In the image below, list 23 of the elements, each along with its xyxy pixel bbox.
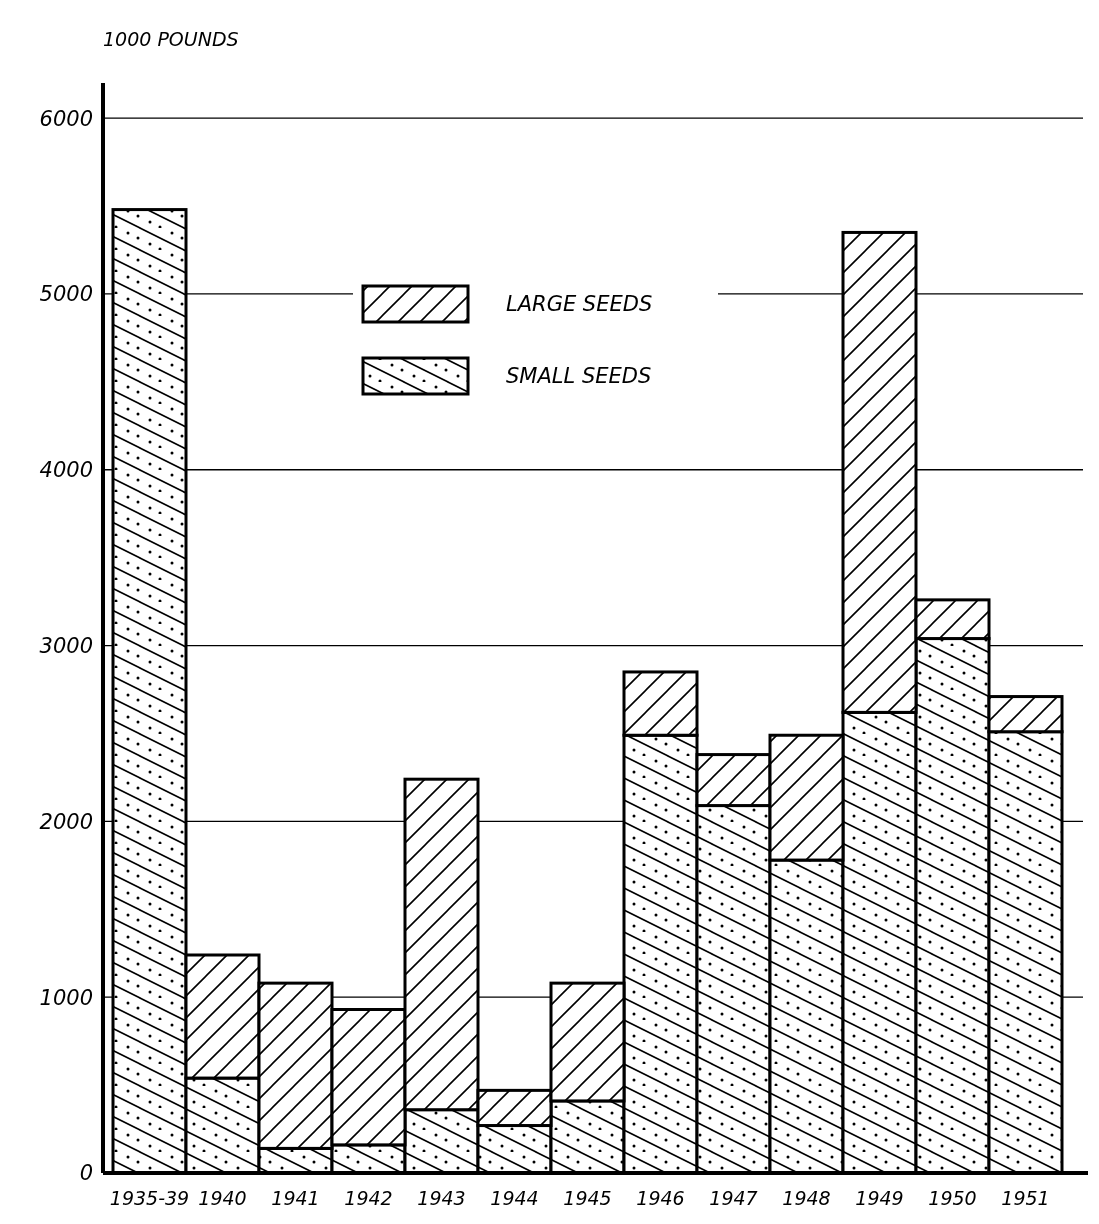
y-tick-label: 3000 bbox=[39, 633, 93, 658]
x-tick-label: 1944 bbox=[490, 1187, 539, 1209]
y-axis-title: 1000 POUNDS bbox=[103, 28, 239, 50]
y-tick-label: 5000 bbox=[39, 282, 93, 307]
x-tick-label: 1945 bbox=[563, 1187, 612, 1209]
x-tick-label: 1946 bbox=[636, 1187, 685, 1209]
x-tick-label: 1940 bbox=[198, 1187, 247, 1209]
x-tick-label: 1943 bbox=[417, 1187, 466, 1209]
x-tick-label: 1941 bbox=[271, 1187, 320, 1209]
x-tick-label: 1949 bbox=[855, 1187, 904, 1209]
x-tick-label: 1951 bbox=[1001, 1187, 1050, 1209]
x-tick-label: 1950 bbox=[928, 1187, 977, 1209]
y-tick-label: 6000 bbox=[39, 106, 93, 131]
y-tick-label: 4000 bbox=[39, 458, 93, 483]
x-tick-label: 1947 bbox=[709, 1187, 758, 1209]
x-tick-label: 1948 bbox=[782, 1187, 831, 1209]
legend-label: SMALL SEEDS bbox=[506, 364, 652, 389]
y-tick-label: 1000 bbox=[39, 985, 93, 1010]
y-tick-label: 2000 bbox=[39, 809, 93, 834]
x-tick-label: 1942 bbox=[344, 1187, 393, 1209]
y-tick-label: 0 bbox=[79, 1161, 93, 1186]
x-tick-label: 1935-39 bbox=[109, 1187, 190, 1209]
legend-label: LARGE SEEDS bbox=[506, 292, 653, 317]
